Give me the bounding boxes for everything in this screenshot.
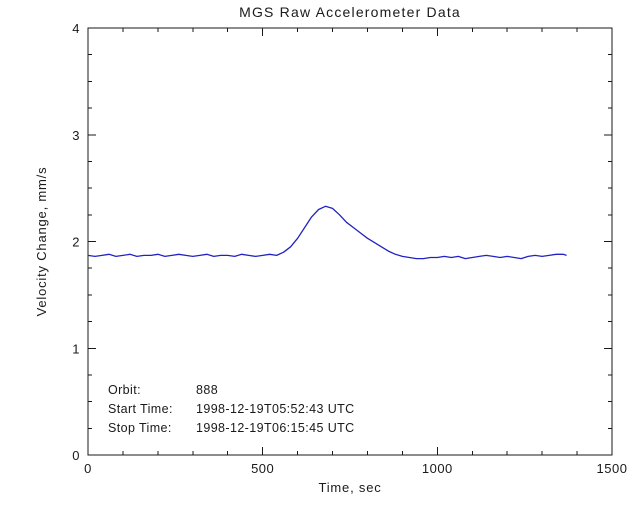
stop-time-value: 1998-12-19T06:15:45 UTC (196, 421, 355, 435)
y-tick-label: 3 (72, 128, 80, 143)
annotation-start-time: Start Time: 1998-12-19T05:52:43 UTC (108, 400, 355, 419)
x-axis-label: Time, sec (318, 480, 381, 495)
x-tick-label: 0 (84, 461, 92, 476)
y-tick-label: 2 (72, 235, 80, 250)
annotation-orbit: Orbit: 888 (108, 381, 355, 400)
data-line (87, 205, 567, 260)
y-tick-label: 0 (72, 448, 80, 463)
stop-time-label: Stop Time: (108, 421, 172, 435)
start-time-value: 1998-12-19T05:52:43 UTC (196, 402, 355, 416)
x-tick-label: 500 (251, 461, 274, 476)
y-axis-label: Velocity Change, mm/s (34, 167, 49, 317)
annotation-block: Orbit: 888 Start Time: 1998-12-19T05:52:43… (108, 381, 355, 438)
chart-title: MGS Raw Accelerometer Data (239, 4, 461, 20)
annotation-stop-time: Stop Time: 1998-12-19T06:15:45 UTC (108, 419, 355, 438)
y-tick-label: 4 (72, 21, 80, 36)
x-tick-label: 1000 (422, 461, 453, 476)
x-tick-label: 1500 (597, 461, 628, 476)
y-tick-label: 1 (72, 341, 80, 356)
orbit-value: 888 (196, 383, 219, 397)
orbit-label: Orbit: (108, 383, 141, 397)
start-time-label: Start Time: (108, 402, 173, 416)
